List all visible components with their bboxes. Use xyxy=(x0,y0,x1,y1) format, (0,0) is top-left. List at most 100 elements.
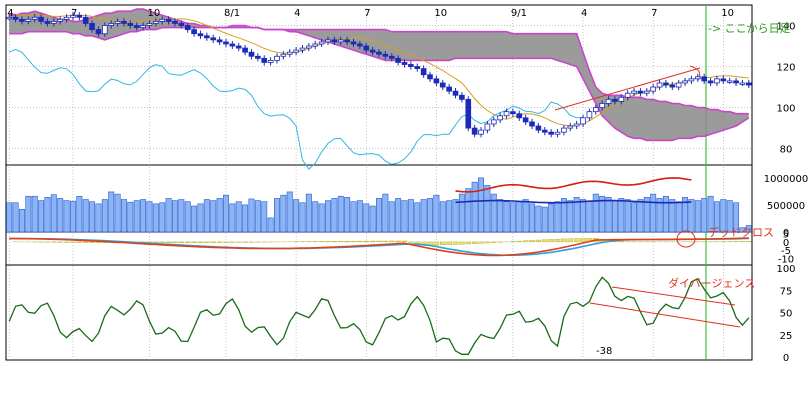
candle-body xyxy=(293,49,299,53)
volume-bar xyxy=(376,198,382,233)
candle-body xyxy=(408,64,414,67)
candle-body xyxy=(650,86,656,92)
volume-bar xyxy=(471,181,478,233)
candle-body xyxy=(280,53,287,57)
x-tick-label: 4 xyxy=(7,8,13,19)
rsi-value-note: -38 xyxy=(596,346,612,357)
candle-body xyxy=(376,51,382,55)
candle-body xyxy=(701,76,708,82)
volume-bar xyxy=(567,200,574,233)
volume-bar xyxy=(433,194,440,233)
volume-bar xyxy=(529,203,536,233)
candle-body xyxy=(25,18,32,22)
x-tick-label: 10 xyxy=(434,8,447,19)
rsi-panel xyxy=(8,276,750,355)
candle-body xyxy=(637,90,644,94)
candle-body xyxy=(535,125,542,131)
candle-body xyxy=(522,117,529,123)
volume-bar xyxy=(261,201,268,233)
volume-bar xyxy=(662,195,669,233)
volume-bar xyxy=(159,202,166,233)
candle-body xyxy=(580,117,586,125)
divergence-note: ダイバージェンス xyxy=(668,276,755,290)
candle-body xyxy=(31,16,38,20)
cloud-span-b xyxy=(9,26,750,142)
candle-body xyxy=(414,66,421,69)
macd-histogram-bar xyxy=(535,239,542,243)
volume-bar xyxy=(140,199,147,233)
rsi-tick-label: 25 xyxy=(780,331,793,342)
macd-histogram-bar xyxy=(554,238,561,243)
macd-histogram-bar xyxy=(210,241,216,243)
candle-body xyxy=(325,39,331,43)
volume-bar xyxy=(739,227,746,233)
candle-body xyxy=(76,14,83,18)
volume-bar xyxy=(503,201,510,233)
volume-bar xyxy=(184,201,191,233)
volume-bar xyxy=(305,193,312,233)
candle-body xyxy=(95,29,102,35)
volume-bar xyxy=(675,201,682,233)
chikou-line xyxy=(8,48,584,170)
candle-body xyxy=(688,78,695,82)
macd-histogram-bar xyxy=(516,240,523,243)
macd-tick-label: 0 xyxy=(783,238,789,249)
macd-histogram-bar xyxy=(548,239,554,243)
candle-body xyxy=(159,18,166,22)
macd-histogram-bar xyxy=(389,240,395,243)
macd-histogram-bar xyxy=(382,240,389,243)
volume-bar xyxy=(344,197,351,233)
volume-bar xyxy=(650,193,657,233)
macd-tick-label: -5 xyxy=(781,246,791,257)
candle-body xyxy=(102,25,108,35)
macd-histogram-bar xyxy=(363,240,369,243)
volume-bar xyxy=(465,188,472,233)
volume-bar xyxy=(363,203,370,233)
volume-bar xyxy=(274,198,280,233)
candle-body xyxy=(204,35,210,39)
volume-bar xyxy=(611,200,618,233)
volume-bar xyxy=(535,205,542,233)
volume-bar xyxy=(114,193,121,233)
volume-bar xyxy=(497,199,504,233)
candle-body xyxy=(707,80,714,84)
volume-bar xyxy=(318,203,325,233)
volume-bar xyxy=(388,201,395,233)
candle-body xyxy=(89,23,95,31)
macd-histogram-bar xyxy=(484,241,491,244)
volume-bar xyxy=(484,185,491,233)
macd-histogram-bar xyxy=(440,241,446,246)
macd-histogram-bar xyxy=(89,241,95,243)
volume-bar xyxy=(592,193,599,233)
candle-body xyxy=(350,41,357,45)
divergence-arrow xyxy=(611,286,736,306)
volume-bar xyxy=(745,225,752,233)
candle-body xyxy=(50,21,57,24)
volume-bar xyxy=(242,204,249,233)
candle-body xyxy=(344,39,350,43)
volume-bar xyxy=(18,208,25,233)
macd-histogram-bar xyxy=(573,238,580,243)
x-tick-label: 9/1 xyxy=(511,8,527,19)
volume-bar xyxy=(203,199,210,233)
volume-bar xyxy=(152,203,159,233)
volume-bar xyxy=(554,201,561,233)
candle-body xyxy=(127,23,134,26)
tenkan-line xyxy=(9,12,749,127)
volume-bar xyxy=(509,202,516,233)
volume-bar xyxy=(165,198,172,233)
uptrend-line xyxy=(554,67,701,111)
macd-histogram-bar xyxy=(82,241,89,243)
macd-histogram-bar xyxy=(567,238,574,243)
volume-bar xyxy=(89,201,96,233)
candle-body xyxy=(318,41,325,45)
candle-body xyxy=(471,127,478,135)
price-candles xyxy=(6,12,752,138)
volume-bar xyxy=(191,205,198,233)
x-tick-label: 4 xyxy=(581,8,587,19)
macd-histogram-bar xyxy=(446,241,452,245)
volume-average-lines xyxy=(455,177,692,204)
volume-bar xyxy=(229,203,236,233)
macd-line xyxy=(9,237,749,257)
volume-bar xyxy=(427,198,433,233)
